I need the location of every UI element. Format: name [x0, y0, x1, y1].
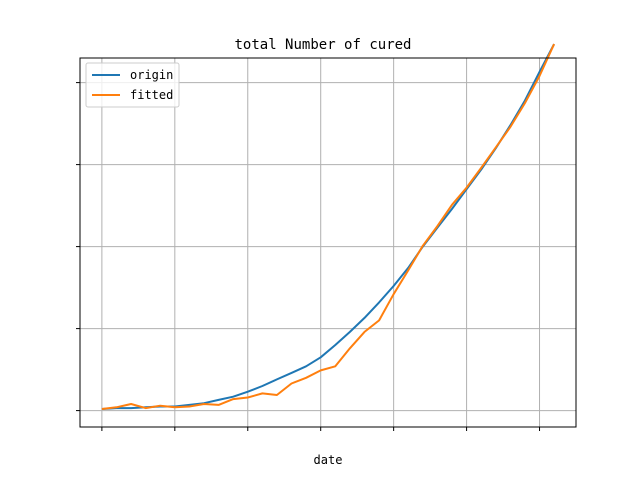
x-ticks — [101, 427, 541, 431]
series-lines — [101, 43, 556, 410]
series-line-fitted — [101, 43, 556, 410]
legend: origin fitted — [85, 62, 180, 108]
y-gridlines — [80, 82, 576, 412]
legend-label-origin: origin — [130, 68, 173, 82]
x-axis-label: date — [314, 453, 343, 467]
x-gridlines — [101, 58, 541, 427]
y-ticks — [76, 82, 80, 412]
plot-frame — [79, 57, 577, 428]
legend-label-fitted: fitted — [130, 88, 173, 102]
chart-title: total Number of cured — [234, 37, 411, 53]
